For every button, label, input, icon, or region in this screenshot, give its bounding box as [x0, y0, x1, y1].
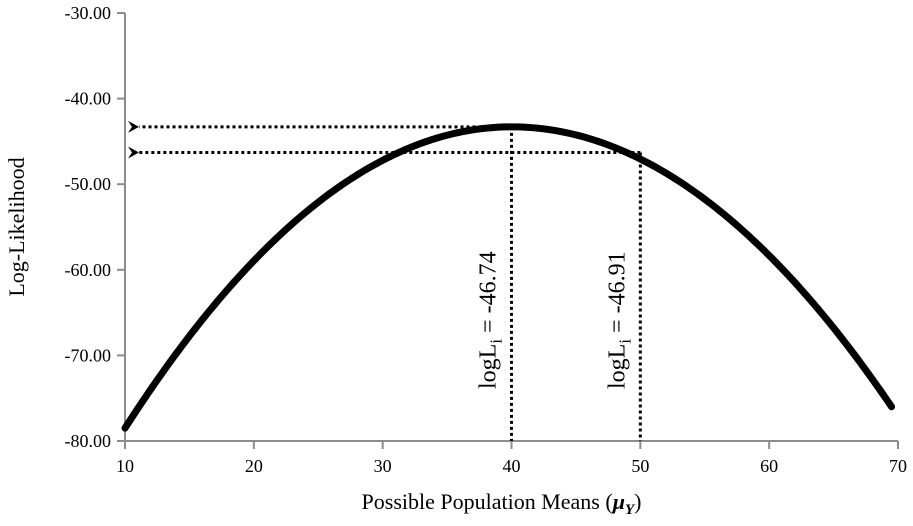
x-tick-label: 70 — [889, 456, 907, 476]
x-tick-label: 50 — [631, 456, 649, 476]
x-tick-label: 60 — [760, 456, 778, 476]
x-axis-title-close: ) — [634, 489, 641, 514]
y-tick-label: -50.00 — [65, 174, 112, 194]
x-axis-title: Possible Population Means (μY) — [362, 489, 642, 518]
annotation-value: = -46.74 — [476, 251, 502, 339]
x-axis-title-text: Possible Population Means ( — [362, 489, 613, 514]
y-tick-label: -40.00 — [65, 89, 112, 109]
annotation-prefix: logL — [604, 344, 630, 389]
y-tick-label: -80.00 — [65, 431, 112, 451]
annotation-prefix: logL — [476, 344, 502, 389]
x-axis-title-symbol: μ — [612, 489, 625, 514]
x-tick-label: 40 — [503, 456, 521, 476]
x-tick-label: 30 — [374, 456, 392, 476]
log-likelihood-curve — [121, 123, 896, 432]
x-tick-label: 10 — [116, 456, 134, 476]
y-tick-label: -30.00 — [65, 3, 112, 23]
annotation-subscript: i — [487, 339, 506, 344]
x-tick-label: 20 — [245, 456, 263, 476]
guide-lines — [128, 120, 642, 441]
annotation-value: = -46.91 — [604, 251, 630, 339]
y-tick-label: -70.00 — [65, 345, 112, 365]
x-axis-title-subscript: Y — [625, 502, 636, 518]
loglikelihood-annotation: logLi = -46.74 — [476, 251, 506, 389]
y-axis-title: Log-Likelihood — [4, 157, 29, 296]
x-axis-ticks: 10 20 30 40 50 60 70 — [116, 441, 907, 476]
y-tick-label: -60.00 — [65, 260, 112, 280]
y-axis-ticks: -30.00 -40.00 -50.00 -60.00 -70.00 -80.00 — [65, 3, 125, 451]
annotation-subscript: i — [615, 339, 634, 344]
loglikelihood-annotation: logLi = -46.91 — [604, 251, 634, 389]
